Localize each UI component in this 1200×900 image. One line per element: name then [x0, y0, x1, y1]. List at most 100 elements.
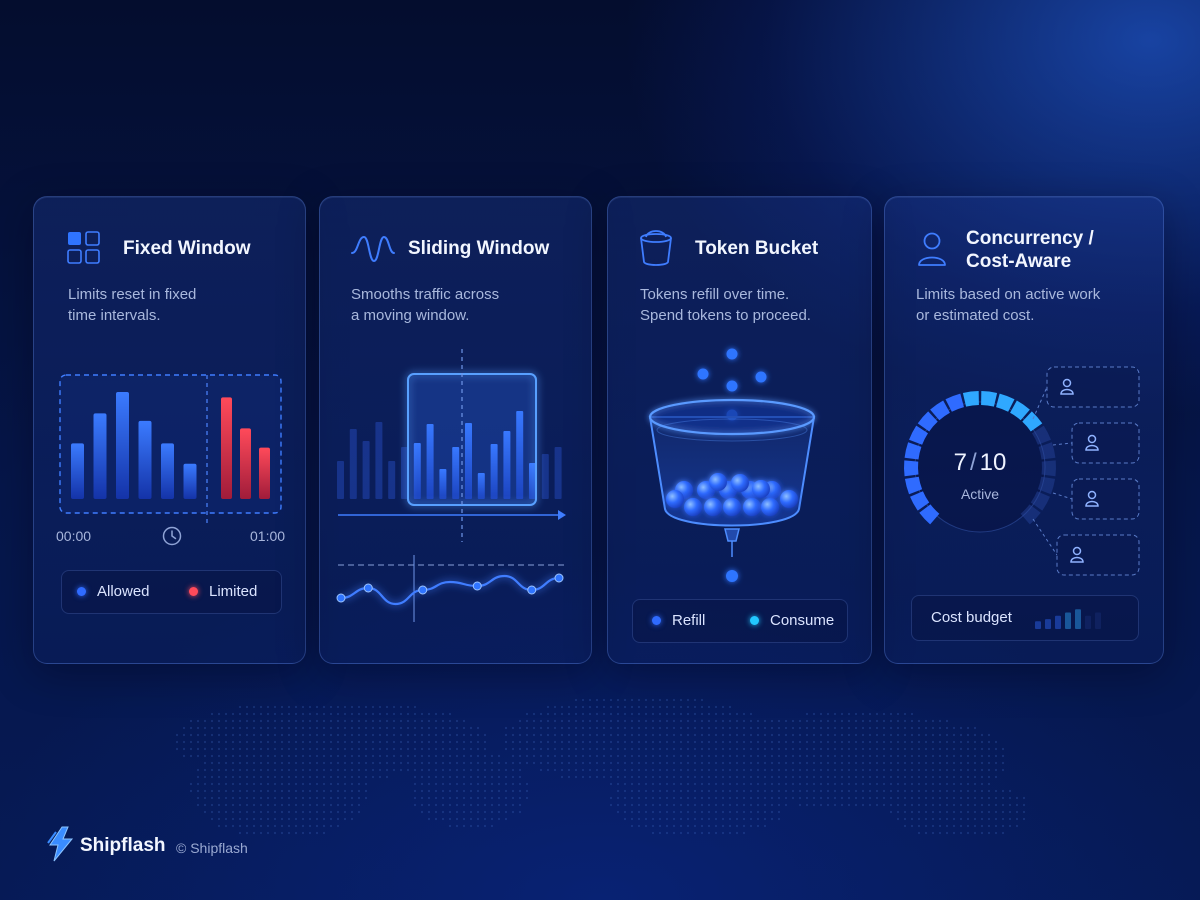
- traffic-bar: [554, 447, 562, 499]
- card-description: Tokens refill over time. Spend tokens to…: [640, 286, 811, 324]
- gauge-segment: [981, 391, 998, 407]
- gauge-segment: [1030, 491, 1050, 511]
- card-description: Limits based on active work or estimated…: [916, 286, 1101, 324]
- card-description: Limits reset in fixed time intervals.: [68, 286, 197, 324]
- traffic-bar: [388, 461, 396, 499]
- gauge-segment: [919, 504, 940, 525]
- gauge-segment: [1041, 460, 1056, 477]
- worker-slot: [1071, 478, 1140, 520]
- rate-point: [336, 593, 346, 603]
- legend-item-allowed: Allowed: [77, 583, 150, 600]
- legend-dot: [189, 587, 198, 596]
- traffic-bar: [401, 447, 408, 499]
- gauge-segment: [1022, 411, 1043, 432]
- rate-line: [340, 574, 560, 606]
- traffic-bar: [541, 454, 549, 499]
- limited-bar: [221, 397, 232, 499]
- allowed-bar: [71, 443, 84, 499]
- allowed-bar: [161, 443, 174, 499]
- token: [731, 474, 749, 492]
- token: [684, 498, 702, 516]
- slot-connector: [1032, 518, 1058, 556]
- token: [704, 498, 722, 516]
- gauge-segment: [996, 393, 1015, 412]
- clock-icon: [162, 526, 182, 546]
- gauge-segment: [917, 411, 938, 432]
- token: [723, 498, 741, 516]
- brand-name: Shipflash: [80, 835, 166, 856]
- legend-item-consume: Consume: [750, 612, 834, 629]
- legend: Refill Consume: [632, 599, 848, 643]
- traffic-bar: [349, 429, 357, 499]
- card-sliding-window: Sliding Window Smooths traffic across a …: [319, 196, 592, 664]
- user-icon: [1085, 434, 1099, 451]
- legend-item-refill: Refill: [652, 612, 705, 629]
- user-icon: [1060, 378, 1074, 395]
- slot-connector: [1052, 492, 1073, 500]
- card-description: Smooths traffic across a moving window.: [351, 286, 500, 324]
- sliding-window-frame: [407, 373, 537, 506]
- legend-item-limited: Limited: [189, 583, 257, 600]
- legend-dot: [750, 616, 759, 625]
- gauge-segment: [962, 391, 979, 407]
- card-token-bucket: Token Bucket Tokens refill over time. Sp…: [607, 196, 872, 664]
- time-start-label: 00:00: [56, 528, 92, 544]
- card-title: Fixed Window: [123, 238, 251, 259]
- lightning-logo-icon: [47, 826, 74, 862]
- allowed-bar: [116, 392, 129, 499]
- gauge-segment: [910, 491, 930, 511]
- allowed-bar: [93, 413, 107, 499]
- rate-point: [363, 583, 373, 593]
- gauge-segment: [930, 400, 950, 421]
- user-icon: [1070, 546, 1084, 563]
- gauge-value: 7/10: [953, 449, 1007, 476]
- allowed-bar: [138, 420, 152, 499]
- gauge-segment: [904, 460, 919, 477]
- bucket-spout: [724, 528, 740, 582]
- gauge-segment: [1037, 476, 1056, 495]
- stored-tokens: [666, 473, 798, 516]
- token: [743, 498, 761, 516]
- cost-budget-label: Cost budget: [931, 609, 1012, 626]
- limited-bar: [240, 428, 251, 499]
- sliding-window-chart: [336, 235, 568, 622]
- token: [709, 473, 727, 491]
- cost-budget-panel: Cost budget: [911, 595, 1139, 641]
- legend: Allowed Limited: [61, 570, 282, 614]
- token: [780, 490, 798, 508]
- slot-connector: [1032, 386, 1048, 420]
- card-title: Concurrency / Cost-Aware: [966, 228, 1094, 272]
- fixed-window-chart: [59, 231, 282, 546]
- copyright: © Shipflash: [176, 840, 248, 856]
- worker-slot: [1056, 534, 1140, 576]
- card-concurrency: Concurrency / Cost-Aware Limits based on…: [884, 196, 1164, 664]
- traffic-bar: [362, 441, 370, 499]
- traffic-bar: [337, 461, 344, 499]
- gauge-segment: [1038, 442, 1056, 460]
- card-fixed-window: Fixed Window Limits reset in fixed time …: [33, 196, 306, 664]
- token: [666, 490, 684, 508]
- traffic-bar: [375, 422, 383, 499]
- user-icon: [918, 232, 946, 266]
- limited-bar: [259, 447, 270, 499]
- allowed-bar: [183, 463, 197, 499]
- user-icon: [1085, 490, 1099, 507]
- gauge-segment: [1010, 400, 1030, 421]
- card-title: Sliding Window: [408, 238, 550, 259]
- bucket-icon: [640, 230, 672, 266]
- time-axis-arrow: [558, 510, 566, 520]
- rate-point: [527, 585, 537, 595]
- time-end-label: 01:00: [250, 528, 286, 544]
- slot-connector: [1052, 442, 1073, 446]
- concurrency-gauge: [904, 232, 1140, 629]
- legend-dot: [77, 587, 86, 596]
- legend-dot: [652, 616, 661, 625]
- rate-point: [472, 581, 482, 591]
- token-bucket-diagram: [640, 230, 816, 582]
- gauge-segment: [904, 442, 922, 460]
- token: [761, 498, 779, 516]
- gauge-label: Active: [960, 486, 1000, 502]
- token: [752, 480, 770, 498]
- rate-point: [554, 573, 564, 583]
